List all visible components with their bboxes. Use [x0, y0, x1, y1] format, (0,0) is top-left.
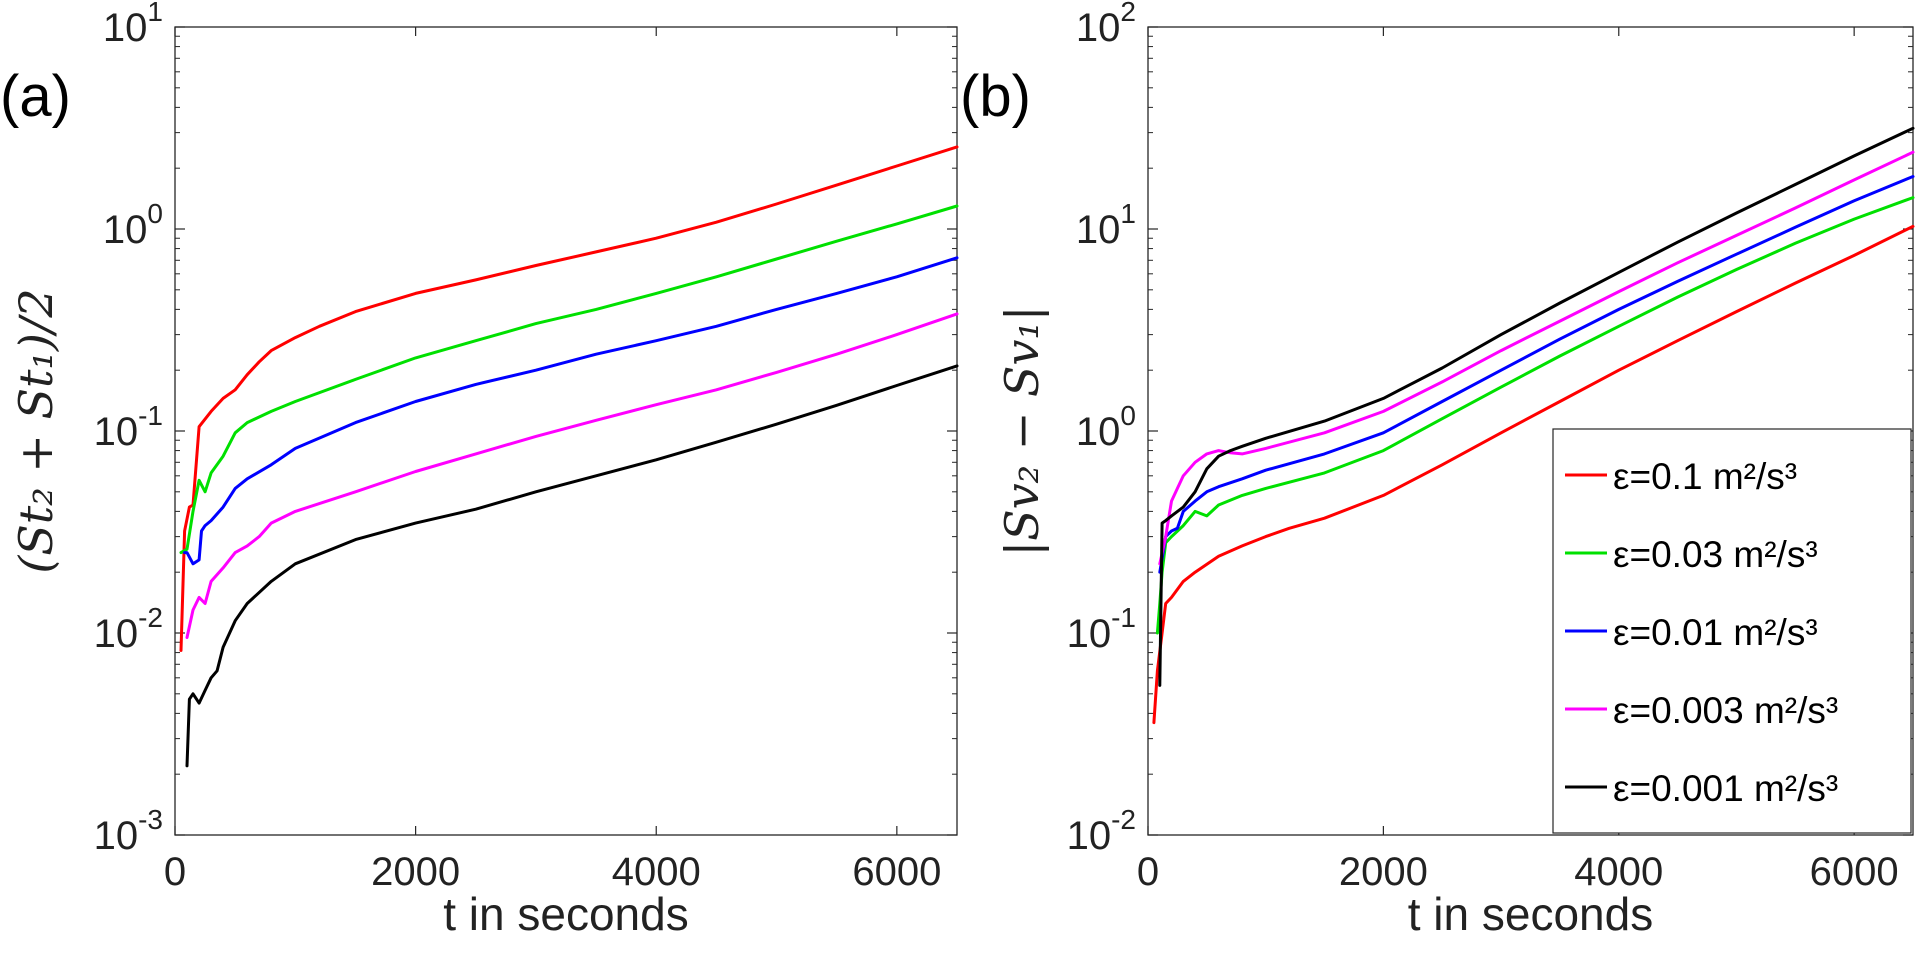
y-tick-label: 10-1 [1067, 602, 1136, 656]
legend-entry: ε=0.01 m²/s³ [1613, 612, 1818, 653]
y-tick-base: 10 [1076, 208, 1121, 252]
x-tick-label: 4000 [1574, 850, 1663, 894]
y-tick-base: 10 [1076, 6, 1121, 50]
y-tick-base: 10 [103, 208, 148, 252]
y-tick-base: 10 [1067, 814, 1112, 858]
y-tick-exponent: -2 [1111, 804, 1136, 835]
y-tick-label: 101 [103, 0, 163, 50]
plot-area-frame [174, 26, 958, 836]
y-tick-base: 10 [1076, 410, 1121, 454]
series-line-0 [1152, 224, 1915, 725]
y-tick-base: 10 [94, 612, 139, 656]
series-line-3 [185, 312, 959, 639]
x-tick-label: 6000 [1810, 850, 1899, 894]
y-tick-exponent: 2 [1120, 0, 1136, 27]
series-line-4 [185, 364, 959, 768]
panel-label: (a) [0, 64, 71, 129]
x-tick-label: 2000 [1339, 850, 1428, 894]
x-axis-label: t in seconds [443, 888, 688, 940]
y-tick-exponent: 1 [1120, 198, 1136, 229]
y-tick-exponent: 0 [147, 198, 163, 229]
y-tick-label: 10-2 [94, 602, 163, 656]
y-axis-label: |Sv₂ − Sv₁| [995, 306, 1049, 557]
x-tick-label: 0 [1137, 850, 1159, 894]
y-tick-label: 10-3 [94, 804, 163, 858]
y-tick-exponent: -3 [138, 804, 163, 835]
legend-entry: ε=0.03 m²/s³ [1613, 534, 1818, 575]
y-tick-exponent: -1 [138, 400, 163, 431]
legend-entry: ε=0.1 m²/s³ [1613, 456, 1797, 497]
x-tick-label: 2000 [371, 850, 460, 894]
y-tick-label: 102 [1076, 0, 1136, 50]
x-axis-label: t in seconds [1408, 888, 1653, 940]
legend-box [1552, 428, 1912, 834]
series-line-1 [179, 204, 959, 555]
y-tick-base: 10 [94, 410, 139, 454]
y-tick-label: 101 [1076, 198, 1136, 252]
legend-entry: ε=0.003 m²/s³ [1613, 690, 1838, 731]
legend-entry: ε=0.001 m²/s³ [1613, 768, 1838, 809]
series-line-0 [179, 145, 959, 652]
y-tick-exponent: 1 [147, 0, 163, 27]
series-line-3 [1158, 150, 1915, 566]
legend: ε=0.1 m²/s³ ε=0.03 m²/s³ ε=0.01 m²/s³ ε=0.0… [1552, 428, 1912, 834]
panel-label: (b) [960, 64, 1031, 129]
y-tick-label: 10-1 [94, 400, 163, 454]
y-tick-base: 10 [94, 814, 139, 858]
series-line-1 [1155, 196, 1915, 635]
y-tick-exponent: -1 [1111, 602, 1136, 633]
y-tick-exponent: 0 [1120, 400, 1136, 431]
y-tick-base: 10 [1067, 612, 1112, 656]
x-tick-label: 6000 [852, 850, 941, 894]
y-tick-label: 100 [103, 198, 163, 252]
y-axis-label: (St₂ + St₁)/2 [9, 288, 63, 573]
y-tick-exponent: -2 [138, 602, 163, 633]
series-line-2 [183, 256, 959, 566]
y-tick-base: 10 [103, 6, 148, 50]
series-line-4 [1158, 126, 1915, 687]
x-tick-label: 0 [164, 850, 186, 894]
x-tick-label: 4000 [612, 850, 701, 894]
y-tick-label: 100 [1076, 400, 1136, 454]
series-line-2 [1158, 175, 1915, 574]
y-tick-label: 10-2 [1067, 804, 1136, 858]
